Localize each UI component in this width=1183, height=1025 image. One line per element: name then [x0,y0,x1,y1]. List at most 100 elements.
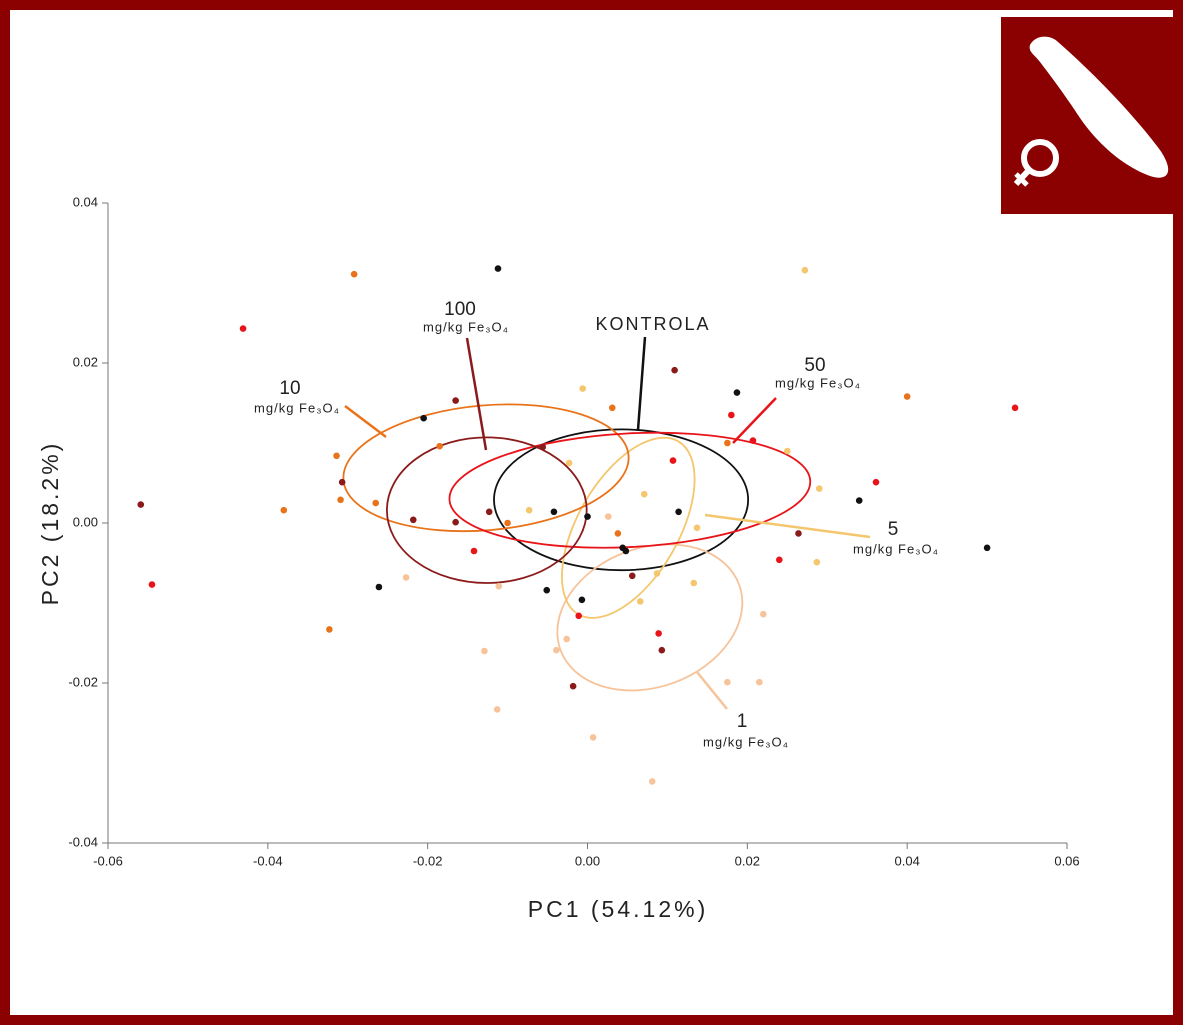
point [565,459,573,467]
confidence-ellipse [448,431,812,549]
point [239,325,247,332]
point [539,443,547,451]
point [640,490,648,498]
y-tick-label: 0.02 [73,354,98,369]
point [653,570,661,577]
series-label: 5 [888,519,899,540]
point [815,485,823,492]
point [525,506,533,514]
unit-label: mg/kg Fe₃O₄ [423,319,509,334]
point [622,547,630,555]
series-label: 10 [279,378,300,399]
point [608,404,616,412]
y-axis-title: PC2 (18.2%) [37,441,63,606]
y-tick-label: 0.00 [73,514,98,529]
x-tick-label: 0.00 [575,853,600,868]
unit-label: mg/kg Fe₃O₄ [775,375,861,390]
series-label: 50 [804,355,825,376]
point [337,496,344,504]
y-tick-label: -0.02 [68,674,98,689]
x-axis-title: PC1 (54.12%) [528,896,708,922]
point [543,586,551,594]
confidence-ellipse [493,428,750,572]
x-tick-label: -0.06 [93,853,123,868]
point [728,411,735,419]
unit-label: mg/kg Fe₃O₄ [703,734,789,749]
point [553,646,560,654]
series-label: 100 [444,299,476,320]
female-icon [1001,17,1173,214]
point [575,612,583,620]
point [658,646,666,654]
point [675,508,682,516]
point [855,497,863,504]
point [813,558,821,566]
point [783,447,791,455]
unit-label: mg/kg Fe₃O₄ [853,541,939,556]
point [724,678,731,686]
point [604,513,612,520]
point [733,389,741,396]
confidence-ellipse [386,436,588,584]
point [409,516,417,524]
point [1011,404,1019,412]
point [495,582,503,590]
point [584,513,591,520]
point [452,397,459,404]
point [485,508,493,516]
point [636,598,644,605]
icon-cross [1014,172,1029,187]
point [338,478,346,486]
y-tick-label: -0.04 [68,834,98,849]
point [671,366,678,374]
point [350,270,358,278]
leader-line [704,513,871,539]
point [614,530,622,537]
point [569,682,577,690]
point [749,437,757,444]
leader-line [465,337,488,451]
point [420,414,427,422]
point [494,265,502,272]
point [795,530,802,537]
leader-line [636,336,647,431]
point [693,524,701,532]
leader-line [732,397,777,444]
point [655,630,662,637]
x-tick-label: 0.06 [1054,853,1079,868]
point [326,626,333,633]
point [372,499,380,507]
point [493,706,501,713]
leader-line [696,671,728,710]
point [563,635,571,643]
x-tick-label: -0.02 [413,853,443,868]
point [669,457,677,464]
point [983,544,991,552]
point [333,452,340,460]
point [578,596,586,604]
x-tick-label: -0.04 [253,853,283,868]
point [148,581,156,588]
point [452,518,459,526]
point [137,501,145,508]
point [470,547,478,555]
point [872,478,880,486]
point [589,734,597,741]
icon-shape [1029,36,1169,178]
point [756,678,763,686]
point [579,385,587,392]
x-tick-label: 0.04 [895,853,920,868]
point [903,393,911,400]
point [402,574,410,581]
unit-label: mg/kg Fe₃O₄ [254,400,340,415]
point [436,442,443,450]
point [504,519,511,527]
point [648,778,656,785]
point [724,439,731,447]
point [760,610,767,618]
point [801,266,809,274]
series-label: KONTROLA [595,314,710,334]
icon-ring [1021,139,1059,177]
